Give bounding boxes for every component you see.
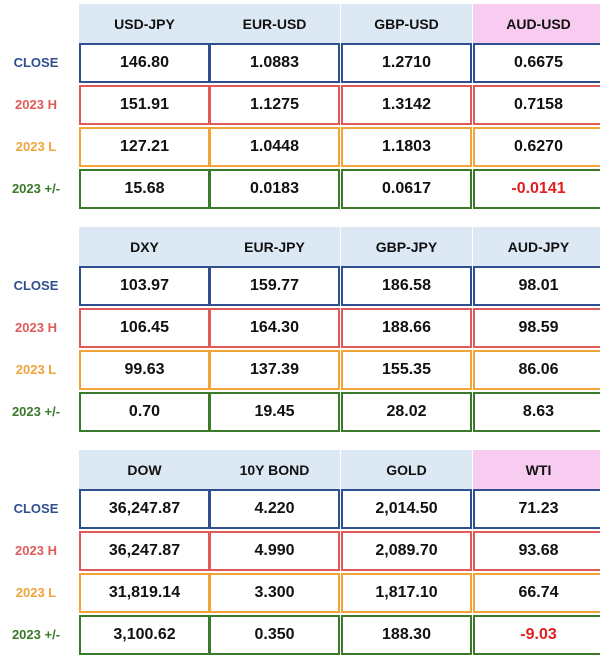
header-row: DOW 10Y BOND GOLD WTI bbox=[0, 450, 600, 490]
close-row: CLOSE 146.80 1.0883 1.2710 0.6675 bbox=[0, 43, 600, 83]
value-cell: 31,819.14 bbox=[79, 573, 210, 613]
close-row: CLOSE 103.97 159.77 186.58 98.01 bbox=[0, 266, 600, 306]
header-dow: DOW bbox=[79, 450, 210, 490]
value-cell: 137.39 bbox=[209, 350, 340, 390]
high-row: 2023 H 36,247.87 4.990 2,089.70 93.68 bbox=[0, 531, 600, 571]
close-row: CLOSE 36,247.87 4.220 2,014.50 71.23 bbox=[0, 489, 600, 529]
header-gbp-usd: GBP-USD bbox=[341, 4, 472, 44]
row-label-low: 2023 L bbox=[15, 362, 57, 377]
row-label-low: 2023 L bbox=[15, 585, 57, 600]
value-cell: 0.7158 bbox=[473, 85, 600, 125]
low-row: 2023 L 31,819.14 3.300 1,817.10 66.74 bbox=[0, 573, 600, 613]
row-label-change: 2023 +/- bbox=[11, 404, 61, 419]
value-cell: 93.68 bbox=[473, 531, 600, 571]
value-cell: 155.35 bbox=[341, 350, 472, 390]
value-cell: 186.58 bbox=[341, 266, 472, 306]
low-row: 2023 L 99.63 137.39 155.35 86.06 bbox=[0, 350, 600, 390]
value-cell: 1.1275 bbox=[209, 85, 340, 125]
value-cell: 2,014.50 bbox=[341, 489, 472, 529]
row-label-high: 2023 H bbox=[15, 543, 57, 558]
value-cell: 19.45 bbox=[209, 392, 340, 432]
row-label-close: CLOSE bbox=[13, 501, 59, 516]
change-row: 2023 +/- 15.68 0.0183 0.0617 -0.0141 bbox=[0, 169, 600, 209]
value-cell: 106.45 bbox=[79, 308, 210, 348]
value-cell: 1,817.10 bbox=[341, 573, 472, 613]
value-cell: 28.02 bbox=[341, 392, 472, 432]
header-eur-jpy: EUR-JPY bbox=[209, 227, 340, 267]
row-label-high: 2023 H bbox=[15, 320, 57, 335]
value-cell: 36,247.87 bbox=[79, 531, 210, 571]
header-wti: WTI bbox=[473, 450, 600, 490]
value-cell: 71.23 bbox=[473, 489, 600, 529]
value-cell: 3,100.62 bbox=[79, 615, 210, 655]
value-cell: 151.91 bbox=[79, 85, 210, 125]
value-cell: 2,089.70 bbox=[341, 531, 472, 571]
high-row: 2023 H 106.45 164.30 188.66 98.59 bbox=[0, 308, 600, 348]
change-row: 2023 +/- 0.70 19.45 28.02 8.63 bbox=[0, 392, 600, 432]
value-cell: 15.68 bbox=[79, 169, 210, 209]
value-cell: 66.74 bbox=[473, 573, 600, 613]
row-label-low: 2023 L bbox=[15, 139, 57, 154]
value-cell: 98.59 bbox=[473, 308, 600, 348]
value-cell: 3.300 bbox=[209, 573, 340, 613]
value-cell: 0.0617 bbox=[341, 169, 472, 209]
value-cell: 1.0883 bbox=[209, 43, 340, 83]
high-row: 2023 H 151.91 1.1275 1.3142 0.7158 bbox=[0, 85, 600, 125]
header-gold: GOLD bbox=[341, 450, 472, 490]
value-cell: 99.63 bbox=[79, 350, 210, 390]
header-dxy: DXY bbox=[79, 227, 210, 267]
row-label-close: CLOSE bbox=[13, 55, 59, 70]
value-cell: 188.66 bbox=[341, 308, 472, 348]
header-eur-usd: EUR-USD bbox=[209, 4, 340, 44]
value-cell: 0.350 bbox=[209, 615, 340, 655]
header-row: USD-JPY EUR-USD GBP-USD AUD-USD bbox=[0, 4, 600, 44]
value-cell: 36,247.87 bbox=[79, 489, 210, 529]
row-label-close: CLOSE bbox=[13, 278, 59, 293]
value-cell: 0.70 bbox=[79, 392, 210, 432]
row-label-change: 2023 +/- bbox=[11, 181, 61, 196]
value-cell: 4.990 bbox=[209, 531, 340, 571]
header-10y-bond: 10Y BOND bbox=[209, 450, 340, 490]
row-label-high: 2023 H bbox=[15, 97, 57, 112]
value-cell: 1.1803 bbox=[341, 127, 472, 167]
header-gbp-jpy: GBP-JPY bbox=[341, 227, 472, 267]
value-cell: 127.21 bbox=[79, 127, 210, 167]
row-label-change: 2023 +/- bbox=[11, 627, 61, 642]
header-row: DXY EUR-JPY GBP-JPY AUD-JPY bbox=[0, 227, 600, 267]
value-cell: 98.01 bbox=[473, 266, 600, 306]
value-cell: 1.3142 bbox=[341, 85, 472, 125]
value-cell: 159.77 bbox=[209, 266, 340, 306]
value-cell: 0.0183 bbox=[209, 169, 340, 209]
low-row: 2023 L 127.21 1.0448 1.1803 0.6270 bbox=[0, 127, 600, 167]
header-aud-usd: AUD-USD bbox=[473, 4, 600, 44]
value-cell: 103.97 bbox=[79, 266, 210, 306]
value-cell: 86.06 bbox=[473, 350, 600, 390]
value-cell: 0.6675 bbox=[473, 43, 600, 83]
header-usd-jpy: USD-JPY bbox=[79, 4, 210, 44]
value-cell-negative: -9.03 bbox=[473, 615, 600, 655]
value-cell: 1.0448 bbox=[209, 127, 340, 167]
value-cell: 4.220 bbox=[209, 489, 340, 529]
header-aud-jpy: AUD-JPY bbox=[473, 227, 600, 267]
value-cell: 0.6270 bbox=[473, 127, 600, 167]
change-row: 2023 +/- 3,100.62 0.350 188.30 -9.03 bbox=[0, 615, 600, 655]
value-cell: 164.30 bbox=[209, 308, 340, 348]
value-cell: 146.80 bbox=[79, 43, 210, 83]
value-cell: 1.2710 bbox=[341, 43, 472, 83]
value-cell-negative: -0.0141 bbox=[473, 169, 600, 209]
value-cell: 8.63 bbox=[473, 392, 600, 432]
value-cell: 188.30 bbox=[341, 615, 472, 655]
